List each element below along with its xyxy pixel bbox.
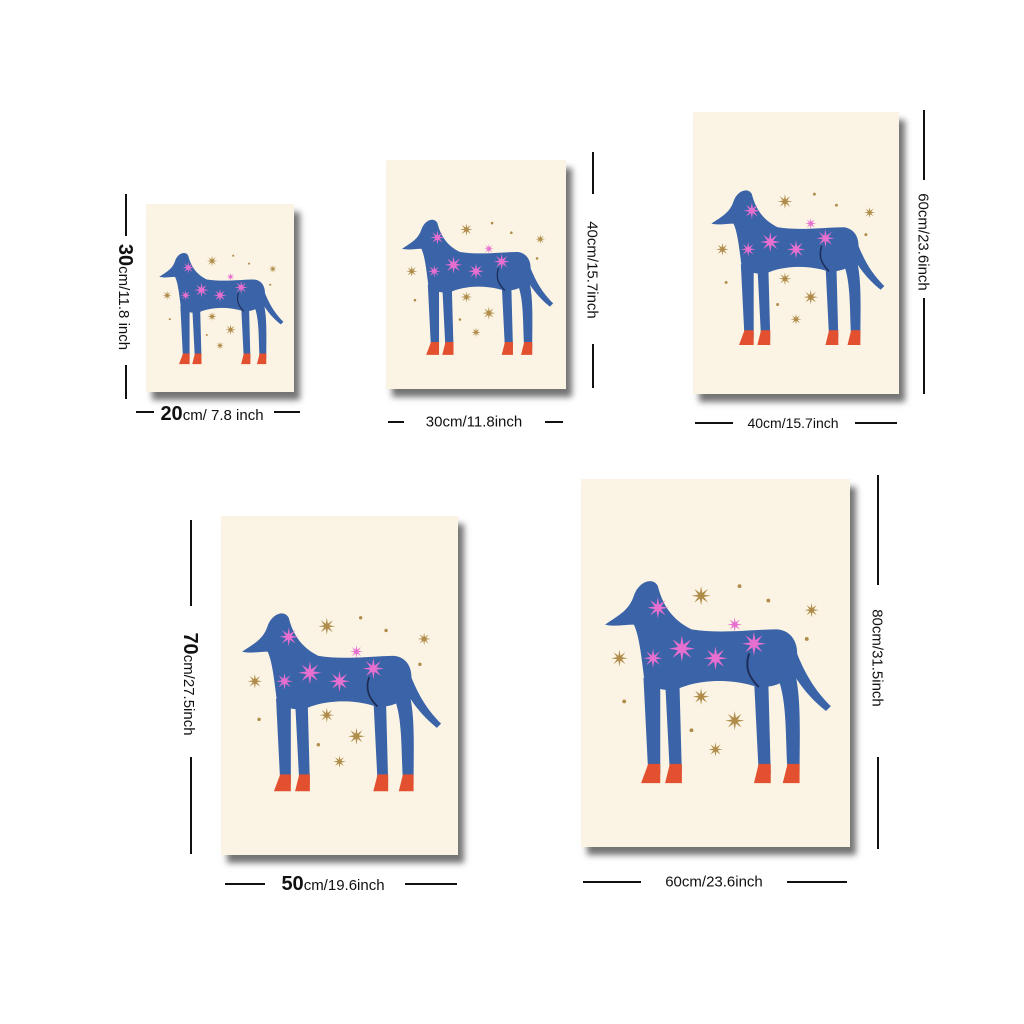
width-unit: 40cm/15.7inch [747,415,839,431]
greyhound-with-stars-icon [711,190,885,345]
width-number: 50 [281,873,304,895]
height-number: 30 [114,243,136,267]
height-line-bottom-20x30 [125,365,127,399]
height-line-bottom-40x60 [923,298,925,394]
height-line-top-30x40 [592,152,594,194]
width-number: 20 [160,403,183,425]
width-line-left-30x40 [388,421,404,423]
width-line-left-50x70 [225,883,265,885]
height-unit: cm/27.5inch [180,654,197,736]
width-unit: cm/19.6inch [303,877,385,894]
width-label-60x80: 60cm/23.6inch [665,875,763,890]
width-line-right-60x80 [787,881,847,883]
height-label-40x60: 60cm/23.6inch [914,193,932,291]
width-label-40x60: 40cm/15.7inch [747,416,838,430]
width-line-left-60x80 [583,881,641,883]
poster-60x80 [581,479,850,847]
height-line-top-40x60 [923,110,925,180]
height-label-60x80: 80cm/31.5inch [868,609,886,707]
height-label-20x30: 30cm/11.8 inch [114,243,136,351]
height-label-30x40: 40cm/15.7inch [583,221,601,319]
width-label-20x30: 20cm/ 7.8 inch [160,404,263,424]
width-unit: cm/ 7.8 inch [182,407,264,424]
height-unit: cm/11.8 inch [115,266,132,351]
greyhound-with-stars-icon [159,252,284,365]
poster-50x70 [221,516,458,855]
height-line-top-20x30 [125,194,127,236]
width-line-left-20x30 [136,411,154,413]
width-label-50x70: 50cm/19.6inch [281,874,384,894]
poster-30x40 [386,160,566,389]
width-line-right-20x30 [274,411,300,413]
greyhound-with-stars-icon [242,613,442,792]
width-line-left-40x60 [695,422,733,424]
height-unit: 60cm/23.6inch [914,193,932,291]
width-line-right-50x70 [405,883,457,885]
height-unit: 40cm/15.7inch [583,221,601,319]
poster-20x30 [146,204,294,392]
height-line-bottom-60x80 [877,757,879,849]
width-label-30x40: 30cm/11.8inch [426,415,522,430]
height-label-50x70: 70cm/27.5inch [179,632,201,736]
width-unit: 30cm/11.8inch [425,413,523,431]
width-unit: 60cm/23.6inch [665,873,763,891]
height-number: 70 [179,632,201,655]
greyhound-with-stars-icon [605,581,831,784]
height-line-bottom-30x40 [592,344,594,388]
height-line-top-50x70 [190,520,192,606]
height-unit: 80cm/31.5inch [868,609,886,707]
height-line-bottom-50x70 [190,757,192,854]
poster-40x60 [693,112,899,394]
greyhound-with-stars-icon [402,219,554,355]
width-line-right-40x60 [855,422,897,424]
height-line-top-60x80 [877,475,879,585]
width-line-right-30x40 [545,421,563,423]
